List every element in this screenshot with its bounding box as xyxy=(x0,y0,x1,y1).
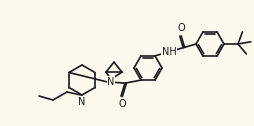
Text: O: O xyxy=(177,23,184,33)
Text: N: N xyxy=(78,97,85,107)
Text: NH: NH xyxy=(161,47,176,57)
Text: N: N xyxy=(107,77,114,87)
Text: O: O xyxy=(118,99,125,109)
